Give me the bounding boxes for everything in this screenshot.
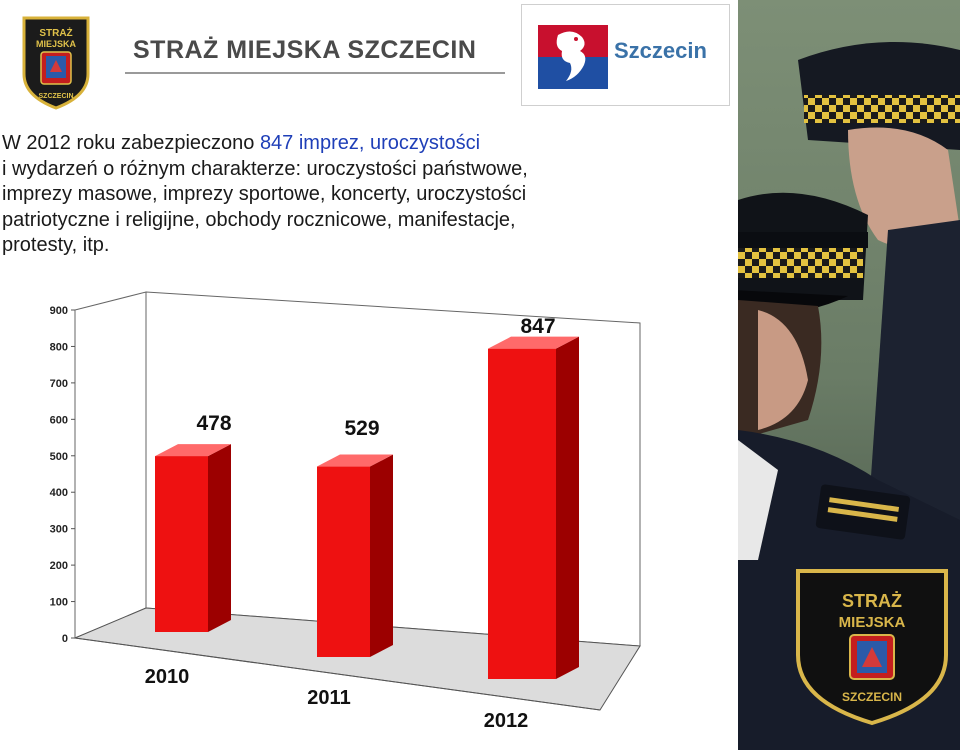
y-tick-label: 200 xyxy=(50,560,68,572)
bar-2012 xyxy=(488,348,556,679)
badge-text-top: STRAŻ xyxy=(39,26,72,39)
title-divider xyxy=(125,72,505,74)
y-tick-label: 500 xyxy=(50,451,68,463)
patch-text-mid: MIEJSKA xyxy=(839,614,906,631)
description-line-1: W 2012 roku zabezpieczono 847 imprez, ur… xyxy=(2,131,722,157)
chart-data-labels: 478 529 847 xyxy=(196,315,555,440)
patch-text-top: STRAŻ xyxy=(842,591,902,611)
x-tick-label-2011: 2011 xyxy=(307,687,350,709)
x-axis-line xyxy=(74,637,601,711)
y-tick-label: 300 xyxy=(50,524,68,536)
bar-2010 xyxy=(155,456,208,632)
city-guard-badge-logo: STRAŻ MIEJSKA SZCZECIN xyxy=(22,16,90,110)
data-label-2011: 529 xyxy=(344,417,379,440)
bar-top-2010 xyxy=(155,444,231,457)
badge-text-mid: MIEJSKA xyxy=(36,39,77,49)
bar-side-2010 xyxy=(208,444,231,632)
griffin-icon xyxy=(538,25,608,89)
description-highlight: 847 imprez, uroczystości xyxy=(259,132,481,154)
y-tick-label: 0 xyxy=(62,633,68,645)
bar-top-2012 xyxy=(488,336,579,349)
y-tick-label: 700 xyxy=(50,378,68,390)
description-line-1-lead: W 2012 roku zabezpieczono xyxy=(2,132,260,154)
bar-side-2011 xyxy=(370,454,393,657)
description-line-3: imprezy masowe, imprezy sportowe, koncer… xyxy=(2,183,527,205)
patch-text-bottom: SZCZECIN xyxy=(842,690,902,704)
bar-top-2011 xyxy=(317,454,393,467)
x-tick-label-2012: 2012 xyxy=(484,710,529,732)
chart-y-axis: 0 100 200 300 400 500 600 700 800 900 xyxy=(50,305,75,645)
description-line-2: i wydarzeń o różnym charakterze: uroczys… xyxy=(2,157,528,180)
bar-2011 xyxy=(317,466,370,657)
badge-text-bottom: SZCZECIN xyxy=(39,93,74,100)
szczecin-city-logo xyxy=(521,4,730,106)
header: STRAŻ MIEJSKA SZCZECIN STRAŻ MIEJSKA SZC… xyxy=(0,0,738,110)
city-logo-text: Szczecin xyxy=(614,38,707,63)
y-tick-label: 800 xyxy=(50,341,68,353)
chart-bars xyxy=(155,336,579,679)
chart-left-wall xyxy=(74,291,147,639)
y-tick-label: 400 xyxy=(50,487,68,499)
events-bar-chart: 0 100 200 300 400 500 600 700 800 900 478 529 847 2… xyxy=(50,291,641,732)
x-tick-label-2010: 2010 xyxy=(145,666,190,688)
data-label-2012: 847 xyxy=(520,315,555,338)
y-tick-label: 100 xyxy=(50,597,68,609)
description-text: W 2012 roku zabezpieczono 847 imprez, ur… xyxy=(2,131,722,259)
sleeve-patch: STRAŻ MIEJSKA SZCZECIN xyxy=(796,569,948,726)
description-line-4: patriotyczne i religijne, obchody roczni… xyxy=(2,208,516,231)
description-line-5: protesty, itp. xyxy=(2,234,110,256)
city-guard-officers-photo: STRAŻ MIEJSKA SZCZECIN xyxy=(738,0,960,750)
org-title: STRAŻ MIEJSKA SZCZECIN xyxy=(133,36,477,64)
y-tick-label: 600 xyxy=(50,414,68,426)
chart-x-axis: 2010 2011 2012 xyxy=(74,637,601,732)
data-label-2010: 478 xyxy=(196,412,231,435)
bar-side-2012 xyxy=(556,336,579,679)
y-tick-label: 900 xyxy=(50,305,68,317)
